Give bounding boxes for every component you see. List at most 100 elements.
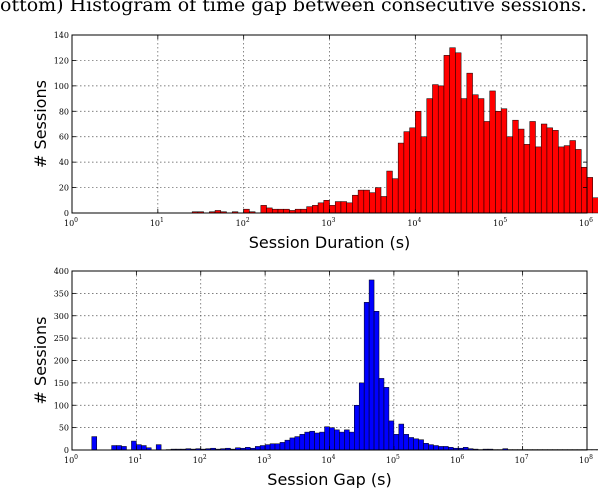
- histogram-bar: [254, 446, 261, 451]
- histogram-bar: [460, 98, 468, 214]
- histogram-bar: [592, 197, 598, 214]
- x-tick-label: 107: [515, 454, 529, 465]
- histogram-bar: [581, 166, 588, 214]
- x-tick-label: 101: [128, 454, 142, 465]
- histogram-bar: [383, 387, 390, 451]
- histogram-bar: [368, 279, 375, 451]
- histogram-bar: [354, 405, 360, 451]
- histogram-bar: [380, 196, 387, 214]
- histogram-bar: [304, 431, 310, 451]
- histogram-bar: [116, 445, 122, 451]
- histogram-bar: [269, 443, 276, 451]
- histogram-bar: [334, 429, 340, 451]
- y-tick-label: 250: [54, 334, 69, 343]
- histogram-bar: [433, 445, 439, 451]
- x-tick-exponent: 5: [503, 217, 507, 224]
- histogram-bar: [438, 446, 444, 451]
- histogram-bar: [131, 440, 137, 451]
- histogram-bar: [141, 445, 147, 451]
- x-tick-label: 104: [407, 217, 421, 228]
- x-tick-exponent: 2: [246, 217, 250, 224]
- histogram-bar: [397, 142, 405, 214]
- histogram-bar: [300, 208, 307, 214]
- x-tick-label: 102: [236, 217, 250, 228]
- figure-caption: ottom) Histogram of time gap between con…: [0, 0, 587, 16]
- histogram-bar: [388, 420, 395, 451]
- x-tick-exponent: 1: [139, 454, 143, 461]
- x-tick-label: 106: [579, 217, 593, 228]
- histogram-bar: [266, 207, 273, 214]
- histogram-bar: [324, 426, 330, 451]
- y-tick-label: 20: [59, 184, 69, 193]
- histogram-bar: [420, 136, 428, 214]
- x-axis-label: Session Duration (s): [249, 233, 411, 252]
- histogram-bar: [272, 208, 279, 214]
- x-tick-exponent: 1: [160, 217, 164, 224]
- x-tick-exponent: 7: [525, 454, 529, 461]
- x-tick-exponent: 5: [396, 454, 400, 461]
- histogram-bar: [403, 434, 409, 451]
- histogram-bar: [378, 378, 385, 451]
- y-axis-label: # Sessions: [31, 80, 50, 168]
- histogram-bar: [500, 108, 508, 214]
- histogram-bar: [264, 444, 271, 451]
- x-tick-label: 106: [450, 454, 464, 465]
- histogram-bar: [432, 84, 439, 214]
- histogram-bar: [466, 72, 473, 214]
- x-tick-exponent: 6: [460, 454, 464, 461]
- histogram-bar: [358, 382, 365, 451]
- histogram-bar: [312, 205, 319, 214]
- x-tick-exponent: 2: [203, 454, 207, 461]
- histogram-bar: [392, 178, 399, 214]
- histogram-bar: [523, 144, 531, 214]
- histogram-bar: [413, 438, 419, 451]
- y-tick-label: 400: [54, 267, 69, 276]
- histogram-bar: [373, 311, 380, 451]
- x-tick-label: 101: [150, 217, 164, 228]
- histogram-bar: [155, 444, 162, 451]
- histogram-bar: [415, 111, 422, 214]
- histogram-bar: [409, 127, 416, 214]
- histogram-bar: [563, 145, 571, 214]
- histogram-bar: [398, 423, 405, 451]
- histogram-bar: [426, 98, 433, 214]
- histogram-bar: [317, 202, 325, 214]
- histogram-bar: [283, 208, 290, 214]
- histogram-bar: [443, 55, 450, 214]
- histogram-bar: [369, 192, 376, 214]
- histogram-bar: [363, 302, 370, 451]
- histogram-bar: [259, 445, 266, 451]
- histogram-bar: [478, 98, 485, 214]
- histogram-bar: [428, 444, 434, 451]
- histogram-bar: [329, 205, 336, 214]
- histogram-bar: [558, 146, 565, 214]
- histogram-bar: [489, 90, 496, 214]
- histogram-bar: [284, 439, 291, 451]
- histogram-bar: [535, 146, 542, 214]
- histogram-bar: [506, 136, 513, 214]
- x-tick-label: 105: [493, 217, 507, 228]
- x-axis-label: Session Gap (s): [267, 470, 391, 488]
- x-tick-exponent: 8: [589, 454, 593, 461]
- histogram-bar: [423, 443, 429, 451]
- y-tick-label: 80: [59, 107, 69, 116]
- histogram-bar: [323, 200, 330, 214]
- x-tick-exponent: 3: [267, 454, 271, 461]
- histogram-bar: [260, 205, 267, 214]
- histogram-bar: [91, 436, 98, 451]
- histogram-bar: [274, 443, 281, 451]
- histogram-bar: [575, 149, 582, 214]
- x-tick-label: 105: [386, 454, 400, 465]
- histogram-bar: [121, 446, 127, 451]
- histogram-bar: [319, 431, 325, 451]
- histogram-bar: [483, 121, 490, 214]
- histogram-bar: [344, 429, 350, 451]
- histogram-bar: [408, 437, 414, 451]
- histogram-bar: [540, 123, 548, 214]
- y-tick-label: 200: [54, 357, 69, 366]
- histogram-bar: [352, 194, 359, 214]
- histogram-bar: [340, 201, 347, 214]
- histogram-bar: [346, 202, 353, 214]
